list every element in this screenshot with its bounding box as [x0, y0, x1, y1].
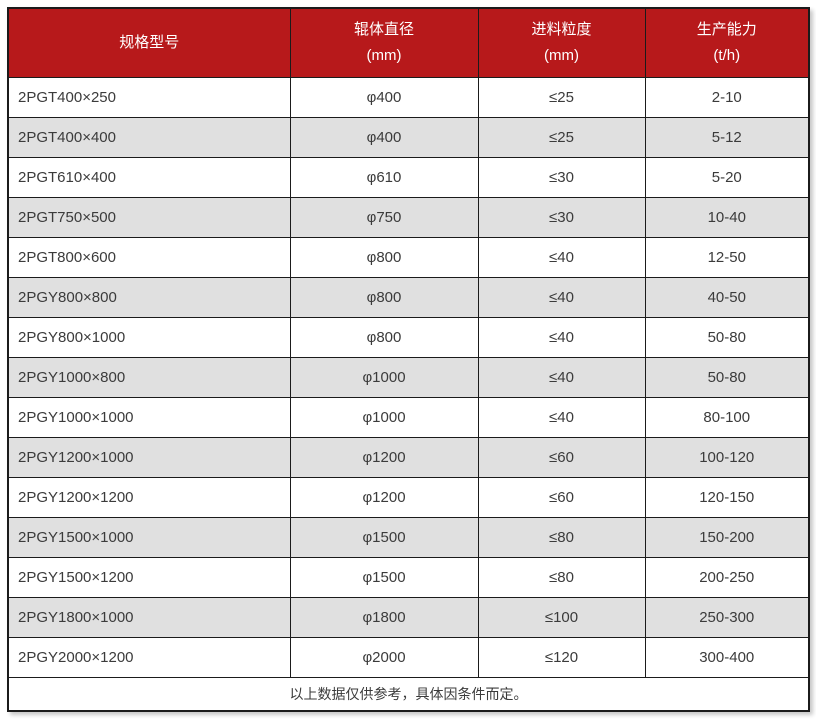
capacity-cell: 5-20 [644, 157, 810, 198]
diameter-cell: φ400 [289, 117, 479, 158]
model-cell: 2PGT400×400 [7, 117, 291, 158]
table-row: 2PGT750×500 φ750 ≤30 10-40 [7, 197, 810, 238]
diameter-cell: φ2000 [289, 637, 479, 678]
feed-cell: ≤80 [477, 517, 646, 558]
feed-cell: ≤60 [477, 437, 646, 478]
diameter-cell: φ750 [289, 197, 479, 238]
diameter-cell: φ610 [289, 157, 479, 198]
capacity-cell: 12-50 [644, 237, 810, 278]
capacity-cell: 40-50 [644, 277, 810, 318]
model-cell: 2PGT750×500 [7, 197, 291, 238]
table-row: 2PGY2000×1200 φ2000 ≤120 300-400 [7, 637, 810, 678]
model-cell: 2PGY2000×1200 [7, 637, 291, 678]
feed-cell: ≤25 [477, 77, 646, 118]
table-row: 2PGY1500×1000 φ1500 ≤80 150-200 [7, 517, 810, 558]
table-row: 2PGT610×400 φ610 ≤30 5-20 [7, 157, 810, 198]
model-cell: 2PGY1200×1000 [7, 437, 291, 478]
diameter-cell: φ800 [289, 317, 479, 358]
feed-cell: ≤40 [477, 397, 646, 438]
model-cell: 2PGY800×1000 [7, 317, 291, 358]
table-row: 2PGY1200×1200 φ1200 ≤60 120-150 [7, 477, 810, 518]
diameter-cell: φ1200 [289, 437, 479, 478]
header-feed-size: 进料粒度 (mm) [477, 7, 646, 78]
table-row: 2PGY1000×800 φ1000 ≤40 50-80 [7, 357, 810, 398]
model-cell: 2PGY1500×1200 [7, 557, 291, 598]
header-feed-size-unit: (mm) [544, 47, 579, 64]
model-cell: 2PGY1000×800 [7, 357, 291, 398]
diameter-cell: φ1000 [289, 357, 479, 398]
capacity-cell: 300-400 [644, 637, 810, 678]
header-capacity-label: 生产能力 [696, 21, 757, 38]
model-cell: 2PGY800×800 [7, 277, 291, 318]
model-cell: 2PGY1500×1000 [7, 517, 291, 558]
feed-cell: ≤60 [477, 477, 646, 518]
feed-cell: ≤25 [477, 117, 646, 158]
capacity-cell: 50-80 [644, 317, 810, 358]
diameter-cell: φ400 [289, 77, 479, 118]
capacity-cell: 2-10 [644, 77, 810, 118]
header-row: 规格型号 辊体直径 (mm) 进料粒度 (mm) 生产能力 (t/h) [7, 7, 810, 78]
header-capacity: 生产能力 (t/h) [644, 7, 810, 78]
diameter-cell: φ800 [289, 277, 479, 318]
feed-cell: ≤30 [477, 157, 646, 198]
capacity-cell: 10-40 [644, 197, 810, 238]
feed-cell: ≤40 [477, 317, 646, 358]
model-cell: 2PGT610×400 [7, 157, 291, 198]
header-roller-diameter: 辊体直径 (mm) [289, 7, 479, 78]
feed-cell: ≤120 [477, 637, 646, 678]
feed-cell: ≤40 [477, 357, 646, 398]
header-roller-diameter-unit: (mm) [366, 47, 402, 64]
feed-cell: ≤80 [477, 557, 646, 598]
diameter-cell: φ800 [289, 237, 479, 278]
feed-cell: ≤100 [477, 597, 646, 638]
diameter-cell: φ1500 [289, 557, 479, 598]
diameter-cell: φ1000 [289, 397, 479, 438]
table-row: 2PGY1200×1000 φ1200 ≤60 100-120 [7, 437, 810, 478]
capacity-cell: 5-12 [644, 117, 810, 158]
diameter-cell: φ1500 [289, 517, 479, 558]
header-model-label: 规格型号 [119, 34, 180, 51]
footnote-row: 以上数据仅供参考，具体因条件而定。 [7, 677, 810, 712]
table-row: 2PGY800×1000 φ800 ≤40 50-80 [7, 317, 810, 358]
table-row: 2PGT400×400 φ400 ≤25 5-12 [7, 117, 810, 158]
capacity-cell: 100-120 [644, 437, 810, 478]
capacity-cell: 50-80 [644, 357, 810, 398]
diameter-cell: φ1800 [289, 597, 479, 638]
model-cell: 2PGT400×250 [7, 77, 291, 118]
footnote: 以上数据仅供参考，具体因条件而定。 [7, 677, 810, 712]
model-cell: 2PGY1000×1000 [7, 397, 291, 438]
model-cell: 2PGY1800×1000 [7, 597, 291, 638]
feed-cell: ≤30 [477, 197, 646, 238]
capacity-cell: 200-250 [644, 557, 810, 598]
capacity-cell: 80-100 [644, 397, 810, 438]
diameter-cell: φ1200 [289, 477, 479, 518]
table-row: 2PGY800×800 φ800 ≤40 40-50 [7, 277, 810, 318]
table-body: 2PGT400×250 φ400 ≤25 2-10 2PGT400×400 φ400 ≤25… [7, 77, 810, 678]
table-row: 2PGY1500×1200 φ1500 ≤80 200-250 [7, 557, 810, 598]
header-model: 规格型号 [7, 7, 291, 78]
header-feed-size-label: 进料粒度 [531, 21, 592, 38]
capacity-cell: 150-200 [644, 517, 810, 558]
table-row: 2PGY1000×1000 φ1000 ≤40 80-100 [7, 397, 810, 438]
table-row: 2PGT400×250 φ400 ≤25 2-10 [7, 77, 810, 118]
table-row: 2PGT800×600 φ800 ≤40 12-50 [7, 237, 810, 278]
model-cell: 2PGY1200×1200 [7, 477, 291, 518]
header-capacity-unit: (t/h) [713, 47, 741, 64]
capacity-cell: 250-300 [644, 597, 810, 638]
capacity-cell: 120-150 [644, 477, 810, 518]
table-header: 规格型号 辊体直径 (mm) 进料粒度 (mm) 生产能力 (t/h) [7, 7, 810, 78]
feed-cell: ≤40 [477, 237, 646, 278]
table-row: 2PGY1800×1000 φ1800 ≤100 250-300 [7, 597, 810, 638]
header-roller-diameter-label: 辊体直径 [353, 21, 414, 38]
table-footer: 以上数据仅供参考，具体因条件而定。 [7, 677, 810, 712]
feed-cell: ≤40 [477, 277, 646, 318]
model-cell: 2PGT800×600 [7, 237, 291, 278]
spec-table: 规格型号 辊体直径 (mm) 进料粒度 (mm) 生产能力 (t/h) 2PGT… [7, 7, 810, 712]
